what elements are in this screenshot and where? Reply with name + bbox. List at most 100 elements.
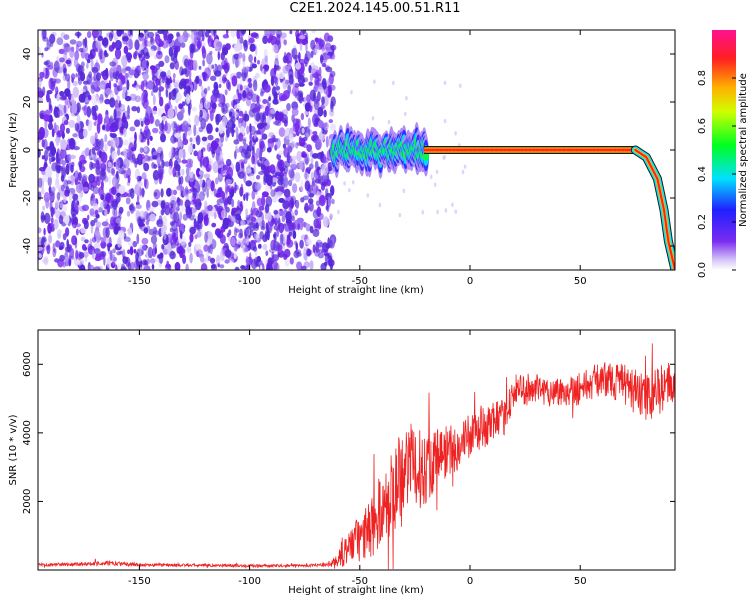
noise-speck	[351, 180, 355, 185]
snr-x-tick-label: -50	[352, 576, 368, 587]
noise-mark	[45, 166, 53, 178]
noise-mark	[187, 104, 191, 116]
noise-mark	[130, 146, 137, 152]
noise-mark	[273, 91, 278, 102]
noise-mark	[53, 218, 59, 230]
noise-mark	[204, 200, 208, 211]
noise-mark	[251, 154, 256, 165]
noise-mark	[113, 207, 118, 220]
spectrogram-y-tick-label: 20	[22, 96, 33, 109]
noise-mark	[173, 189, 177, 196]
noise-mark	[294, 209, 299, 216]
noise-mark	[230, 258, 234, 263]
noise-mark	[160, 227, 164, 236]
noise-mark	[330, 44, 337, 51]
noise-mark	[270, 35, 278, 46]
noise-mark	[152, 230, 160, 236]
noise-mark	[139, 128, 143, 134]
noise-mark	[248, 37, 255, 44]
noise-mark	[49, 33, 56, 44]
noise-mark	[256, 94, 260, 104]
noise-mark	[302, 30, 307, 35]
noise-mark	[288, 74, 294, 85]
noise-mark	[50, 226, 55, 232]
noise-mark	[63, 214, 70, 225]
noise-mark	[56, 192, 61, 201]
noise-mark	[321, 181, 328, 187]
noise-mark	[274, 172, 281, 177]
noise-mark	[298, 51, 301, 63]
noise-mark	[242, 30, 246, 34]
noise-mark	[157, 165, 163, 178]
noise-mark	[309, 260, 314, 270]
noise-mark	[131, 153, 136, 163]
noise-mark	[314, 96, 319, 105]
noise-mark	[75, 43, 79, 53]
noise-mark	[95, 221, 102, 229]
noise-mark	[298, 161, 304, 170]
noise-mark	[138, 257, 142, 262]
noise-mark	[264, 30, 271, 38]
noise-mark	[185, 263, 189, 270]
noise-mark	[148, 207, 155, 212]
noise-mark	[69, 154, 76, 160]
noise-mark	[161, 244, 165, 250]
noise-mark	[309, 89, 317, 102]
noise-mark	[163, 161, 171, 167]
noise-mark	[234, 150, 237, 160]
noise-mark	[325, 66, 333, 73]
noise-mark	[112, 198, 118, 210]
noise-mark	[51, 186, 56, 193]
noise-mark	[160, 71, 167, 78]
noise-mark	[296, 217, 304, 224]
noise-mark	[87, 119, 93, 132]
noise-mark	[291, 47, 298, 60]
noise-mark	[141, 187, 145, 198]
noise-mark	[38, 177, 43, 189]
noise-mark	[185, 163, 193, 168]
noise-mark	[317, 242, 325, 248]
noise-mark	[257, 243, 262, 249]
noise-mark	[214, 212, 217, 220]
noise-mark	[204, 67, 211, 79]
noise-mark	[243, 171, 247, 183]
noise-mark	[72, 224, 75, 229]
noise-mark	[257, 59, 260, 65]
noise-mark	[136, 106, 141, 114]
noise-mark	[40, 237, 46, 248]
noise-mark	[210, 140, 218, 151]
noise-mark	[161, 115, 167, 121]
noise-mark	[300, 113, 305, 121]
noise-mark	[165, 122, 172, 134]
noise-mark	[94, 248, 101, 255]
noise-mark	[139, 147, 144, 154]
noise-mark	[78, 171, 82, 181]
noise-mark	[38, 167, 46, 172]
noise-mark	[63, 195, 67, 203]
noise-mark	[117, 148, 121, 156]
noise-mark	[91, 94, 98, 105]
noise-mark	[206, 123, 213, 134]
noise-mark	[127, 227, 133, 237]
noise-mark	[167, 242, 172, 254]
noise-mark	[239, 200, 243, 208]
noise-mark	[278, 71, 285, 80]
noise-mark	[296, 252, 302, 257]
spectrogram-y-ticks: -40 -20 0 20 40	[22, 48, 675, 254]
noise-speck	[459, 83, 462, 88]
noise-mark	[245, 255, 249, 266]
noise-mark	[289, 54, 292, 62]
noise-speck	[443, 118, 447, 124]
noise-mark	[59, 90, 65, 97]
noise-mark	[100, 180, 104, 191]
noise-mark	[297, 223, 301, 231]
colorbar-label: Normalized spectral amplitude	[738, 73, 749, 227]
noise-mark	[48, 122, 53, 130]
noise-mark	[198, 170, 204, 176]
noise-mark	[63, 105, 67, 114]
spectrogram-x-tick-label: -150	[128, 276, 151, 287]
noise-mark	[218, 83, 222, 88]
noise-mark	[258, 171, 265, 175]
noise-mark	[216, 254, 221, 267]
noise-mark	[118, 106, 125, 113]
